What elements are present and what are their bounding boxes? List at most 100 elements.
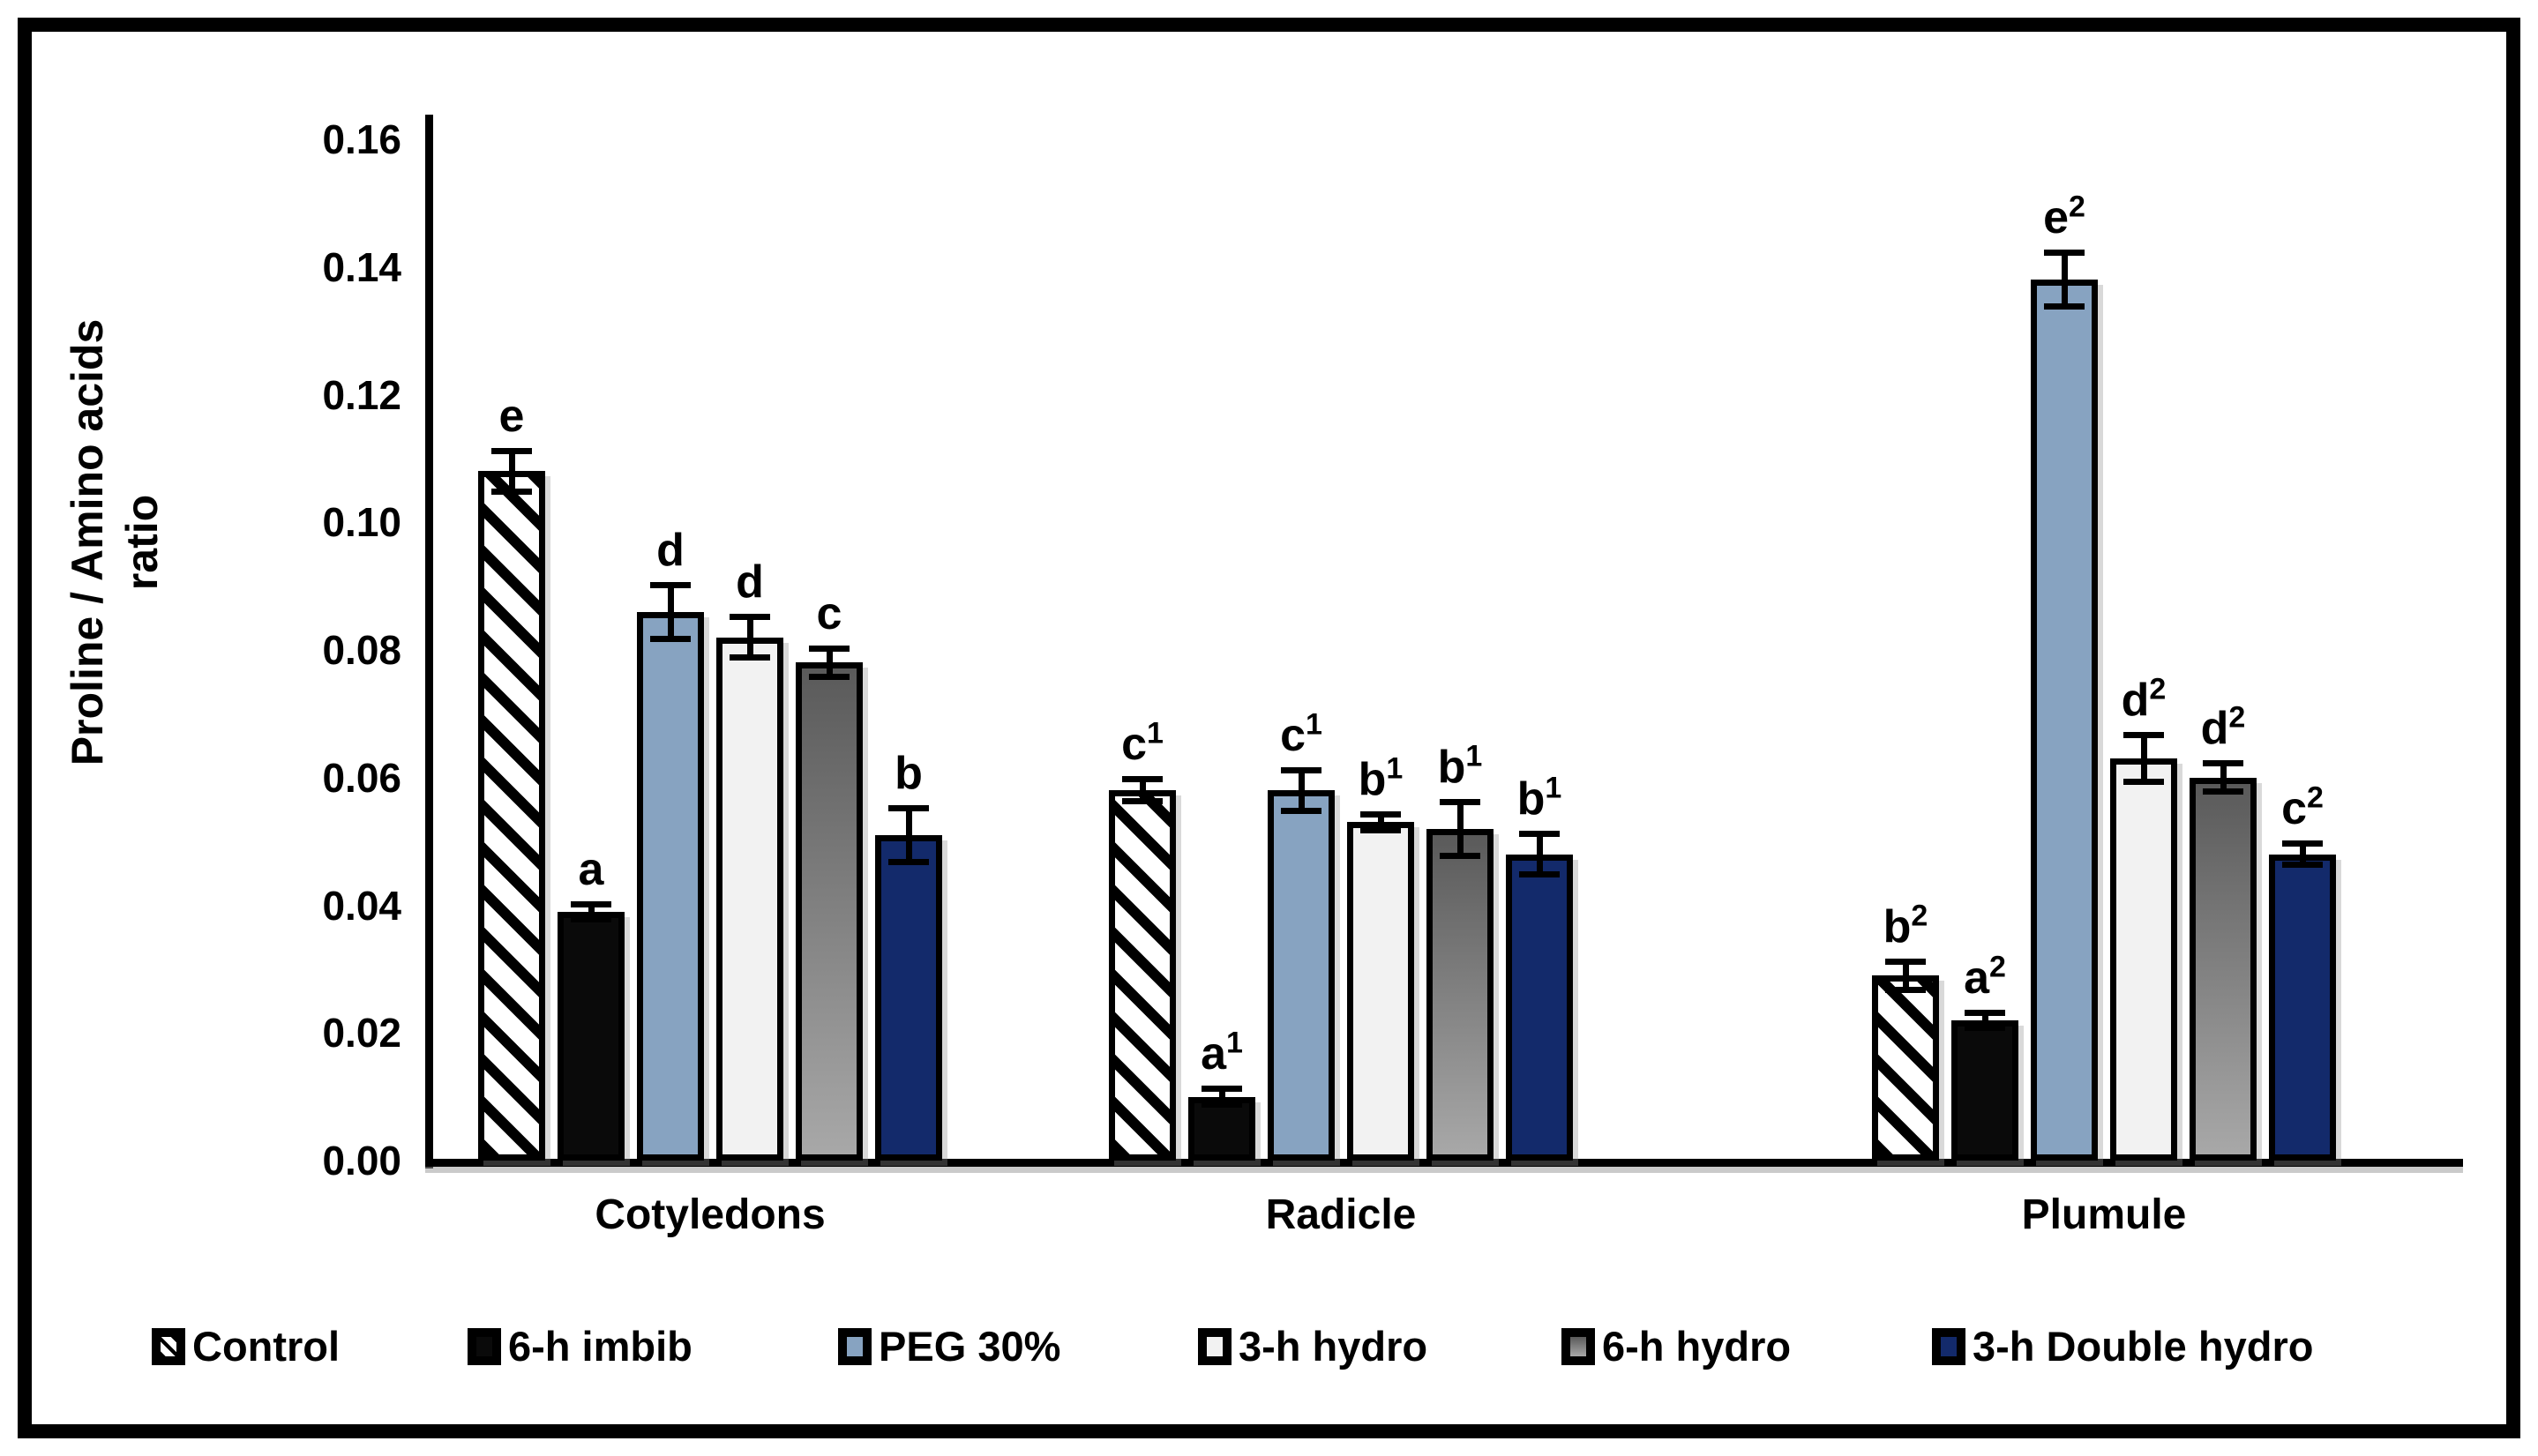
error-bar-top-cap: [2123, 731, 2164, 738]
error-bar-bottom-cap: [809, 673, 850, 680]
bar-peg-30-cotyledons: [637, 611, 704, 1161]
sig-letter: a1: [1201, 1027, 1243, 1080]
legend-swatch-6-h-hydro: [1561, 1328, 1595, 1365]
y-axis-line: [425, 115, 433, 1169]
error-bar: [2140, 735, 2147, 781]
sig-letter: a: [578, 843, 604, 895]
legend-swatch-6-h-imbib: [468, 1328, 501, 1365]
sig-letter: b1: [1516, 771, 1562, 825]
error-bar: [1139, 780, 1146, 801]
sig-letter: d: [656, 524, 685, 576]
legend-label-control: Control: [192, 1323, 341, 1370]
error-bar-bottom-cap: [1281, 807, 1321, 814]
error-bar: [1377, 816, 1384, 829]
legend-label-peg-30: PEG 30%: [879, 1323, 1061, 1370]
error-bar: [746, 617, 753, 657]
error-bar: [588, 905, 595, 918]
sig-letter: b1: [1358, 751, 1404, 806]
error-bar-top-cap: [650, 581, 691, 588]
error-bar-top-cap: [571, 900, 611, 907]
error-bar-top-cap: [2044, 250, 2085, 257]
bar-control-cotyledons: [478, 471, 545, 1161]
error-bar-bottom-cap: [2044, 303, 2085, 310]
legend-item-control: Control: [152, 1318, 340, 1375]
legend-item-3-h-hydro: 3-h hydro: [1198, 1318, 1427, 1375]
error-bar-top-cap: [2203, 760, 2243, 767]
error-bar-top-cap: [491, 447, 532, 454]
error-bar-top-cap: [1360, 811, 1401, 818]
bar-peg-30-radicle: [1268, 790, 1335, 1161]
error-bar: [2299, 844, 2306, 864]
legend-label-3-h-double-hydro: 3-h Double hydro: [1973, 1323, 2314, 1370]
y-tick-label: 0.10: [322, 499, 401, 546]
error-bar-bottom-cap: [1440, 852, 1480, 859]
error-bar-bottom-cap: [2203, 788, 2243, 795]
error-bar-bottom-cap: [730, 654, 770, 661]
y-tick-label: 0.00: [322, 1138, 401, 1183]
error-bar: [2061, 254, 2068, 306]
error-bar-bottom-cap: [2282, 862, 2323, 869]
sig-letter: d: [736, 556, 764, 608]
legend-label-6-h-imbib: 6-h imbib: [508, 1323, 693, 1370]
error-bar-bottom-cap: [650, 635, 691, 642]
figure-border: [18, 18, 2520, 1438]
sig-letter: e2: [2043, 190, 2085, 244]
error-bar-bottom-cap: [1202, 1101, 1242, 1108]
error-bar-bottom-cap: [1965, 1025, 2005, 1031]
error-bar: [1456, 803, 1464, 855]
y-tick-label: 0.06: [322, 754, 401, 801]
bar-6-h-imbib-plumule: [1951, 1019, 2018, 1161]
error-bar-top-cap: [1281, 766, 1321, 773]
bar-6-h-hydro-radicle: [1426, 828, 1494, 1161]
error-bar: [508, 452, 515, 491]
error-bar-top-cap: [2282, 840, 2323, 847]
error-bar-bottom-cap: [2123, 779, 2164, 786]
error-bar-top-cap: [1885, 958, 1926, 965]
sig-letter: b2: [1883, 899, 1928, 952]
error-bar-bottom-cap: [1885, 986, 1926, 993]
bar-peg-30-plumule: [2031, 280, 2098, 1161]
legend-swatch-peg-30: [838, 1328, 872, 1365]
sig-letter: a2: [1964, 950, 2006, 1004]
bar-6-h-imbib-cotyledons: [558, 911, 625, 1161]
y-tick-label: 0.04: [322, 882, 401, 929]
legend-item-6-h-hydro: 6-h hydro: [1561, 1318, 1791, 1375]
bar-6-h-hydro-cotyledons: [796, 662, 863, 1161]
legend-label-6-h-hydro: 6-h hydro: [1602, 1323, 1792, 1370]
bar-3-h-hydro-plumule: [2110, 758, 2177, 1161]
legend-swatch-control: [152, 1328, 185, 1365]
error-bar: [1981, 1013, 1988, 1027]
bar-6-h-hydro-plumule: [2190, 777, 2257, 1161]
legend-swatch-3-h-double-hydro: [1932, 1328, 1965, 1365]
x-category-label-cotyledons: Cotyledons: [595, 1191, 826, 1238]
legend-item-6-h-imbib: 6-h imbib: [468, 1318, 693, 1375]
bar-3-h-hydro-radicle: [1347, 822, 1414, 1161]
bar-3-h-double-hydro-radicle: [1506, 854, 1573, 1161]
error-bar-top-cap: [1519, 830, 1560, 837]
legend-item-peg-30: PEG 30%: [838, 1318, 1060, 1375]
error-bar-bottom-cap: [571, 915, 611, 922]
error-bar-top-cap: [730, 613, 770, 620]
error-bar-top-cap: [1202, 1086, 1242, 1093]
error-bar: [1298, 771, 1305, 810]
sig-letter: c1: [1121, 717, 1164, 771]
y-tick-label: 0.16: [322, 116, 401, 162]
sig-letter: b1: [1437, 739, 1483, 793]
bar-control-plumule: [1872, 975, 1939, 1161]
sig-letter: c1: [1280, 707, 1322, 761]
sig-letter: c2: [2281, 780, 2324, 834]
error-bar: [1218, 1090, 1225, 1103]
bar-control-radicle: [1109, 790, 1176, 1161]
legend-item-3-h-double-hydro: 3-h Double hydro: [1932, 1318, 2313, 1375]
error-bar: [1536, 834, 1543, 874]
error-bar: [2220, 765, 2227, 791]
error-bar-top-cap: [888, 804, 929, 811]
error-bar: [905, 809, 912, 861]
error-bar-top-cap: [809, 646, 850, 652]
y-tick-label: 0.14: [322, 243, 401, 290]
error-bar-bottom-cap: [491, 489, 532, 496]
y-tick-label: 0.08: [322, 627, 401, 673]
chart-legend: Control 6-h imbib PEG 30% 3-h hydro 6-h hydr…: [0, 1318, 2538, 1380]
error-bar: [826, 650, 833, 676]
